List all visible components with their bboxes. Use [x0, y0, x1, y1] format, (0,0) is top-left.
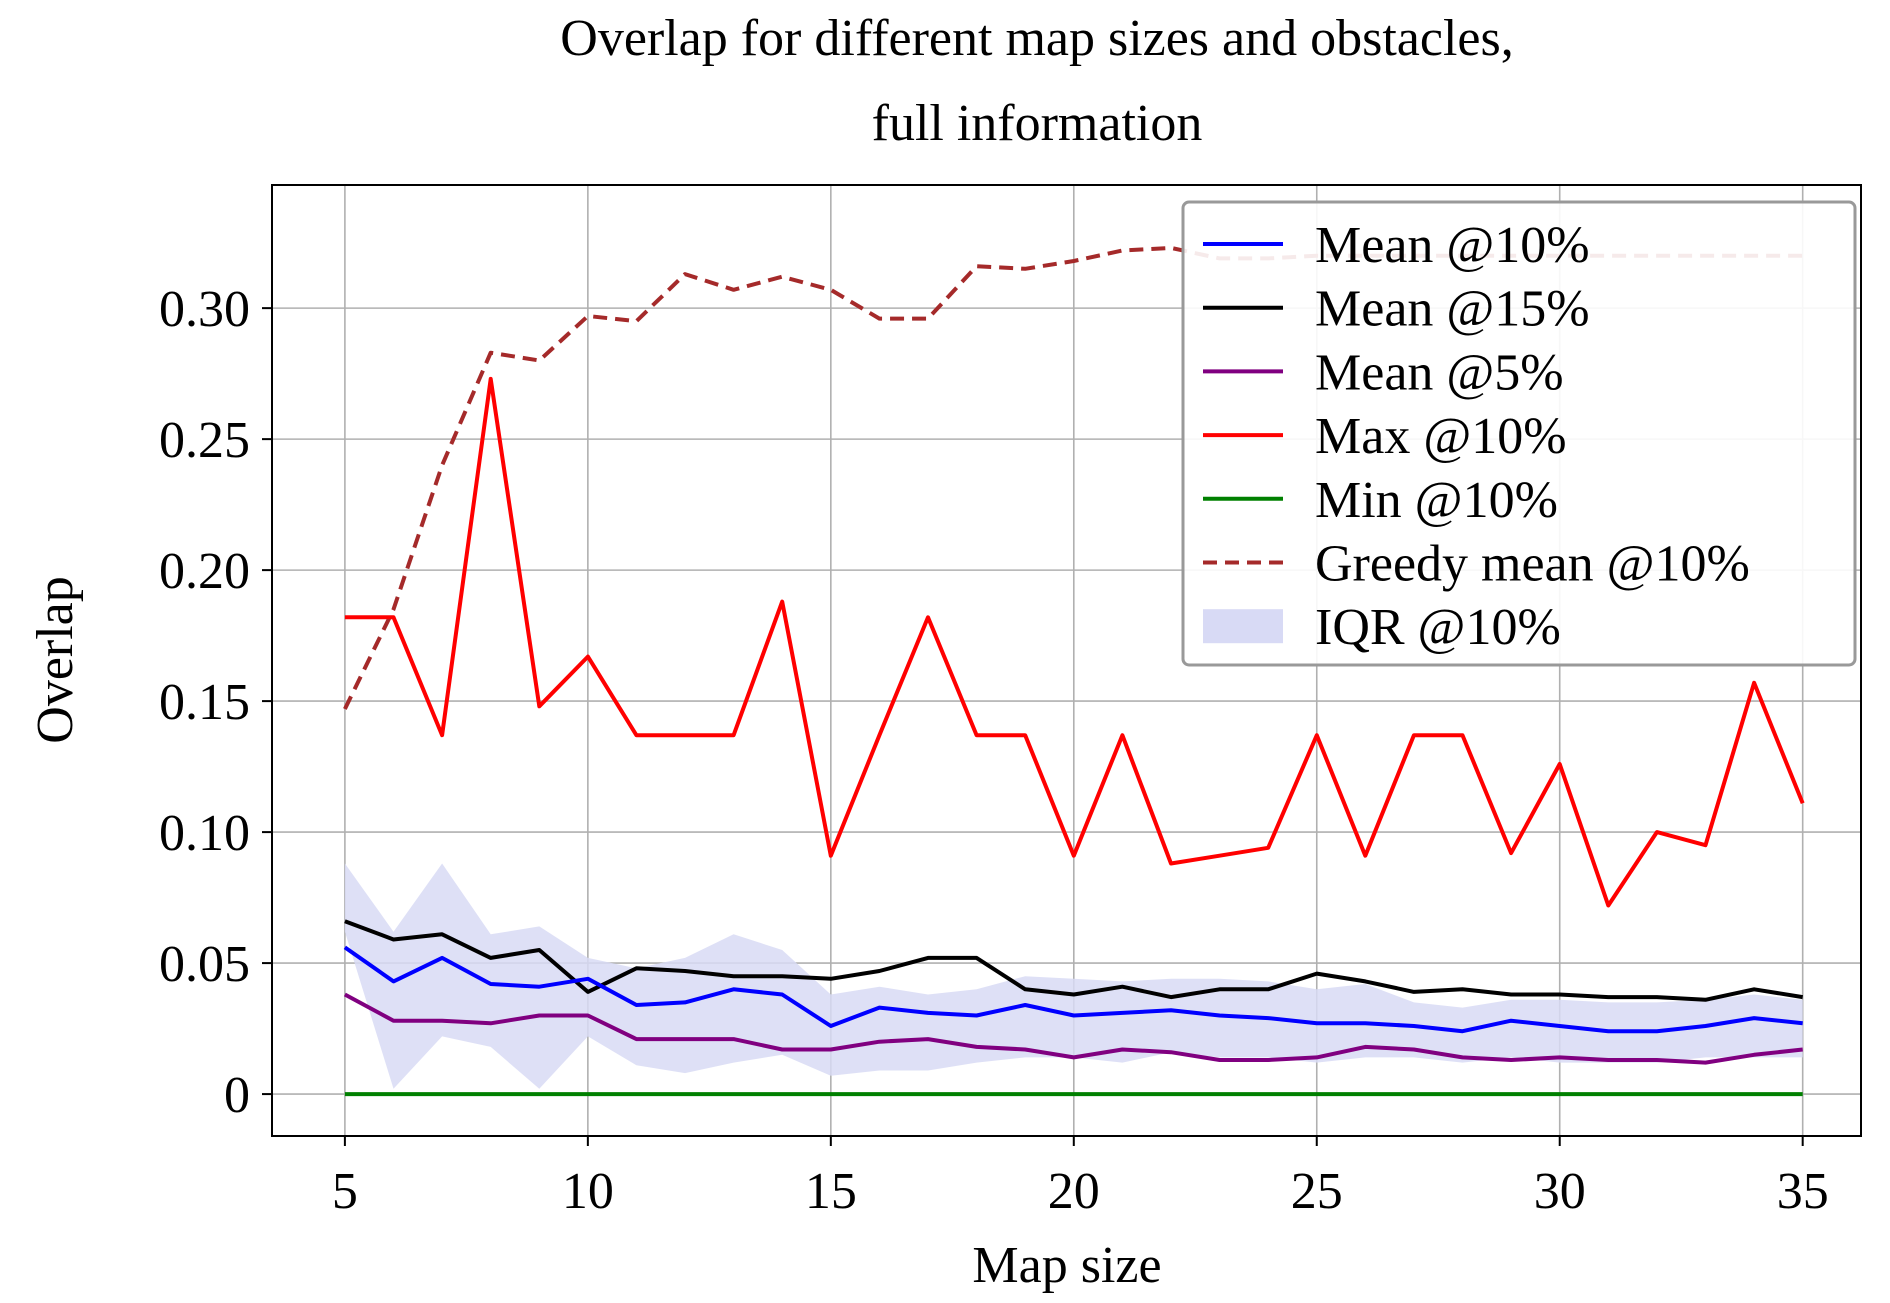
y-tick-label: 0	[224, 1067, 250, 1124]
legend-label: Mean @15%	[1315, 281, 1590, 338]
y-tick-label: 0.25	[159, 412, 250, 469]
y-tick-label: 0.30	[159, 281, 250, 338]
x-tick-label: 20	[1048, 1163, 1100, 1220]
y-axis: 0 0.05 0.10 0.15 0.20 0.25 0.30	[159, 281, 272, 1124]
chart-title: Overlap for different map sizes and obst…	[560, 10, 1513, 67]
series-line-mean-10	[343, 945, 1803, 1034]
x-axis-label: Map size	[972, 1237, 1161, 1294]
legend: Mean @10% Mean @15% Mean @5% Max @10% Min @1…	[1181, 200, 1857, 667]
y-tick-label: 0.10	[159, 805, 250, 862]
plot-area-frame	[271, 184, 1862, 1137]
y-axis-label: Overlap	[27, 576, 84, 743]
x-tick-label: 35	[1777, 1163, 1829, 1220]
x-tick-label: 10	[562, 1163, 614, 1220]
legend-label: IQR @10%	[1315, 599, 1561, 656]
x-tick-label: 15	[805, 1163, 857, 1220]
y-tick-label: 0.05	[159, 936, 250, 993]
y-tick-label: 0.15	[159, 674, 250, 731]
x-tick-label: 30	[1534, 1163, 1586, 1220]
legend-label: Mean @10%	[1315, 217, 1590, 274]
y-tick-label: 0.20	[159, 543, 250, 600]
chart-subtitle: full information	[872, 95, 1203, 152]
legend-label: Greedy mean @10%	[1315, 536, 1750, 593]
series-line-mean-5	[343, 992, 1803, 1065]
iqr-band	[344, 863, 1803, 1089]
legend-box	[1181, 200, 1857, 667]
legend-label: Max @10%	[1315, 408, 1567, 465]
x-tick-label: 5	[332, 1163, 358, 1220]
iqr-band-layer	[344, 863, 1803, 1089]
legend-label: Mean @5%	[1315, 344, 1564, 401]
x-axis: 5 10 15 20 25 30 35	[332, 1136, 1829, 1220]
series-line-mean-15	[344, 919, 1804, 1002]
legend-label: Min @10%	[1315, 472, 1558, 529]
legend-swatch-iqr-10	[1203, 609, 1283, 644]
x-tick-label: 25	[1291, 1163, 1343, 1220]
series-line-max-10	[344, 376, 1805, 908]
